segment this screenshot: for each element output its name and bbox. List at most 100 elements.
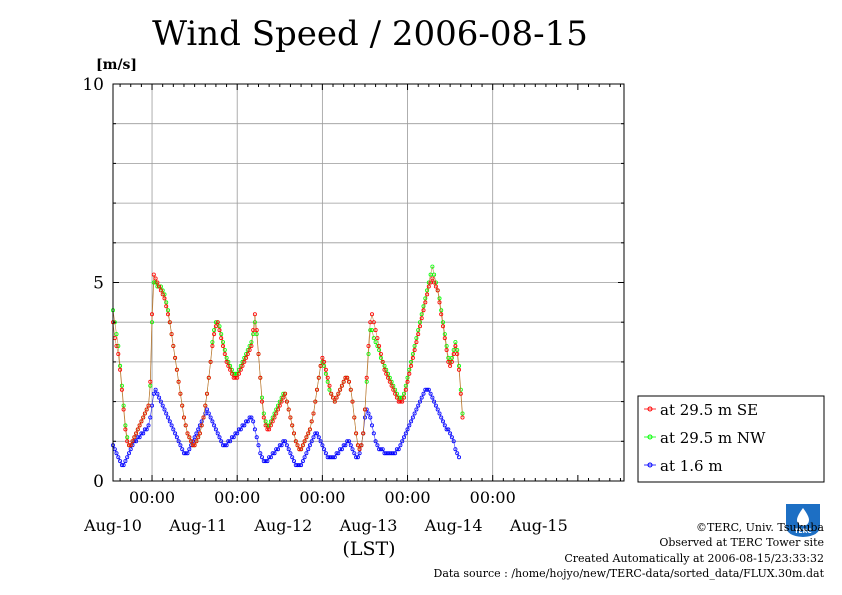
- data-point: [158, 288, 163, 293]
- data-point: [265, 459, 270, 464]
- data-point: [222, 443, 227, 448]
- data-point: [409, 363, 414, 368]
- data-point: [400, 399, 405, 404]
- data-point: [116, 455, 121, 460]
- data-point: [334, 395, 339, 400]
- data-point: [279, 443, 284, 448]
- data-point: [212, 423, 217, 428]
- data-point: [244, 419, 249, 424]
- data-point: [423, 300, 428, 305]
- data-source-text: Data source : /home/hojyo/new/TERC-data/…: [433, 566, 825, 580]
- data-point: [299, 447, 304, 452]
- data-point: [245, 419, 250, 424]
- data-point: [258, 451, 263, 456]
- data-point: [385, 375, 390, 380]
- data-point: [275, 407, 280, 412]
- data-point: [146, 403, 151, 408]
- data-point: [125, 435, 130, 440]
- data-point: [146, 423, 151, 428]
- data-point: [153, 387, 158, 392]
- data-point: [165, 308, 170, 313]
- data-point: [132, 435, 137, 440]
- data-point: [362, 407, 367, 412]
- data-point: [204, 391, 209, 396]
- data-point: [425, 288, 430, 293]
- data-point: [440, 419, 445, 424]
- data-point: [446, 427, 451, 432]
- data-point: [224, 443, 229, 448]
- data-point: [343, 375, 348, 380]
- data-point: [369, 312, 374, 317]
- data-point: [134, 431, 139, 436]
- data-point: [291, 431, 296, 436]
- data-point: [288, 451, 293, 456]
- data-point: [448, 431, 453, 436]
- data-point: [300, 459, 305, 464]
- data-point: [284, 399, 289, 404]
- data-point: [210, 340, 215, 345]
- data-point: [141, 431, 146, 436]
- data-point: [366, 351, 371, 356]
- data-point: [164, 411, 169, 416]
- data-point: [169, 423, 174, 428]
- x-tick-label: 00:00: [214, 488, 260, 507]
- data-point: [123, 427, 128, 432]
- data-point: [453, 447, 458, 452]
- data-point: [167, 419, 172, 424]
- data-point: [346, 379, 351, 384]
- data-point: [212, 332, 217, 337]
- data-point: [197, 431, 202, 436]
- x-day-label: Aug-11: [168, 516, 227, 535]
- data-point: [210, 343, 215, 348]
- data-point: [357, 447, 362, 452]
- data-point: [213, 427, 218, 432]
- data-point: [435, 288, 440, 293]
- data-point: [249, 415, 254, 420]
- data-point: [247, 415, 252, 420]
- data-point: [233, 375, 238, 380]
- y-unit-label: [m/s]: [96, 57, 138, 73]
- data-point: [137, 423, 142, 428]
- data-point: [242, 423, 247, 428]
- data-point: [162, 296, 167, 301]
- data-point: [119, 463, 124, 468]
- logo-text: TERC: [794, 528, 812, 535]
- data-point: [373, 340, 378, 345]
- data-point: [354, 431, 359, 436]
- data-point: [361, 431, 366, 436]
- legend-swatch-marker: [647, 406, 653, 412]
- data-point: [352, 451, 357, 456]
- data-point: [366, 343, 371, 348]
- x-tick-label: 00:00: [299, 488, 345, 507]
- data-point: [235, 375, 240, 380]
- data-point: [204, 407, 209, 412]
- data-point: [419, 312, 424, 317]
- data-point: [407, 367, 412, 372]
- data-point: [185, 431, 190, 436]
- data-point: [350, 399, 355, 404]
- data-point: [405, 375, 410, 380]
- data-point: [433, 284, 438, 289]
- data-point: [341, 443, 346, 448]
- data-point: [228, 367, 233, 372]
- data-point: [128, 443, 133, 448]
- data-point: [247, 347, 252, 352]
- data-point: [297, 447, 302, 452]
- data-point: [236, 371, 241, 376]
- legend-swatch-marker: [647, 434, 653, 440]
- data-point: [419, 395, 424, 400]
- data-point: [414, 336, 419, 341]
- x-tick-label: 00:00: [384, 488, 430, 507]
- data-point: [265, 427, 270, 432]
- data-point: [432, 399, 437, 404]
- data-point: [311, 435, 316, 440]
- data-point: [176, 439, 181, 444]
- data-point: [396, 447, 401, 452]
- data-point: [417, 324, 422, 329]
- data-point: [215, 320, 220, 325]
- data-point: [314, 431, 319, 436]
- data-point: [348, 387, 353, 392]
- data-point: [164, 304, 169, 309]
- data-point: [435, 407, 440, 412]
